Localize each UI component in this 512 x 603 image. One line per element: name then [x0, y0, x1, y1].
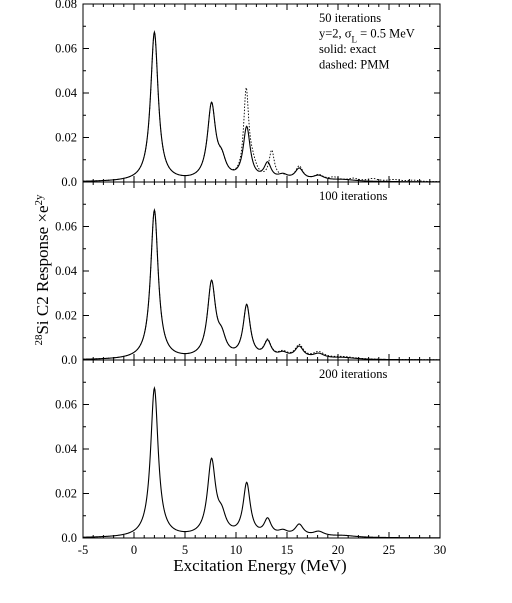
panel-annotation: 100 iterations	[319, 189, 388, 203]
panel-annotation: solid: exact	[319, 42, 377, 56]
panel-annotation: dashed: PMM	[319, 58, 390, 72]
y-axis-title-exponent: 2y	[33, 194, 45, 206]
y-axis-title: 28Si C2 Response ×e2y	[33, 194, 52, 346]
panel-annotation: 200 iterations	[319, 367, 388, 381]
panel-annotation: y=2, σL = 0.5 MeV	[319, 27, 415, 45]
x-tick-label: 5	[182, 543, 188, 557]
x-tick-label: -5	[78, 543, 88, 557]
series-exact-line	[82, 30, 440, 183]
y-tick-label: 0.04	[55, 442, 78, 456]
panel-2: 0.0 0.02 0.04 0.06 100 iterations	[55, 181, 441, 367]
y-tick-label: 0.02	[55, 131, 77, 145]
panel-annotation: 50 iterations	[319, 11, 381, 25]
y-tick-label: 0.06	[55, 398, 77, 412]
y-tick-label: 0.0	[61, 353, 77, 367]
panel-1: 0.0 0.02 0.04 0.06 0.08 50 iterations y=2, σL …	[55, 0, 441, 189]
x-tick-label: 30	[434, 543, 447, 557]
y-axis-title-times: ×	[33, 213, 52, 223]
x-tick-label: 25	[383, 543, 396, 557]
y-tick-label: 0.08	[55, 0, 77, 11]
y-tick-label: 0.02	[55, 309, 77, 323]
y-tick-label: 0.0	[61, 175, 77, 189]
x-tick-label: 10	[230, 543, 243, 557]
panel-frame	[82, 359, 441, 539]
series-exact-line	[82, 208, 440, 361]
panel-frame	[82, 181, 441, 361]
series-pmm-line	[82, 208, 441, 361]
x-tick-label: 15	[281, 543, 294, 557]
y-tick-label: 0.02	[55, 487, 77, 501]
y-tick-label: 0.04	[55, 86, 78, 100]
x-tick-label: 0	[131, 543, 137, 557]
x-tick-label: 20	[332, 543, 345, 557]
y-axis-title-mass-number: 28	[33, 334, 45, 346]
y-tick-label: 0.04	[55, 264, 78, 278]
panel-3: 0.0 0.02 0.04 0.06 200 iterations -5 0 5 10 15 20 2…	[55, 359, 447, 557]
x-axis-title: Excitation Energy (MeV)	[173, 556, 346, 575]
series-pmm-line	[82, 31, 440, 183]
y-tick-label: 0.0	[61, 531, 77, 545]
panels-group: 0.0 0.02 0.04 0.06 0.08 50 iterations y=2, σL …	[55, 0, 446, 557]
y-axis-title-element: Si C2 Response	[33, 223, 52, 335]
y-axis-title-base: e	[33, 205, 52, 213]
y-tick-label: 0.06	[55, 42, 77, 56]
y-tick-label: 0.06	[55, 220, 77, 234]
series-exact-line	[82, 386, 440, 539]
